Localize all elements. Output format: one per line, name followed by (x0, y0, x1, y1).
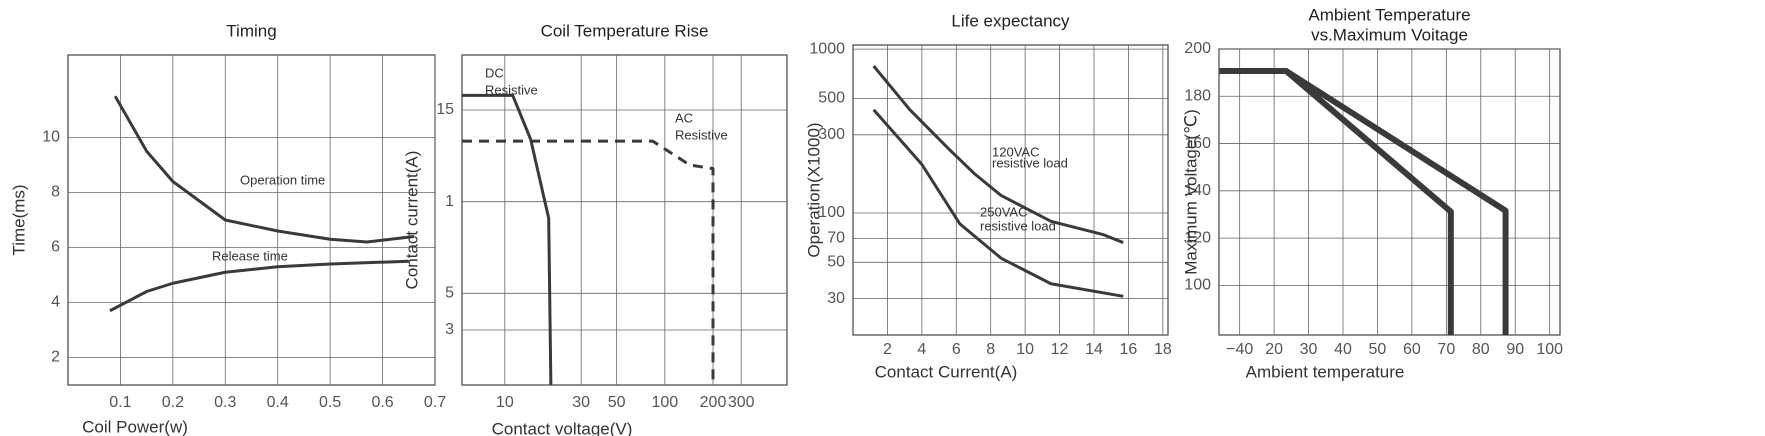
x-tick-label: 8 (986, 341, 995, 358)
series-label: resistive load (992, 155, 1068, 170)
y-tick-label: 140 (1184, 182, 1211, 199)
x-tick-label: 6 (952, 341, 961, 358)
x-tick-label: 4 (917, 341, 926, 358)
y-tick-label: 120 (1184, 229, 1211, 246)
series-line (462, 139, 715, 385)
series-label: Operation time (240, 172, 325, 187)
series-label: Resistive (485, 82, 538, 97)
series-line (872, 65, 1124, 244)
x-axis-label: Contact voltage(V) (492, 419, 633, 436)
y-tick-label: 500 (818, 90, 845, 107)
y-tick-label: 180 (1184, 87, 1211, 104)
x-tick-label: 10 (1016, 341, 1034, 358)
x-tick-label: 70 (1437, 341, 1455, 358)
y-tick-label: 300 (818, 126, 845, 143)
y-axis-label: Operation(X1000) (804, 122, 823, 257)
y-axis-label: Time(ms) (9, 184, 28, 255)
series-line (462, 93, 553, 386)
y-tick-label: 3 (445, 321, 454, 338)
chart-title: Timing (226, 21, 276, 40)
series-line (1219, 67, 1454, 335)
series-line (872, 108, 1124, 298)
x-tick-label: 90 (1506, 341, 1524, 358)
y-tick-label: 100 (818, 204, 845, 221)
chart-title: Coil Temperature Rise (541, 21, 709, 40)
x-tick-label: 0.3 (214, 394, 236, 411)
y-axis-label: Maximum Voltage(℃) (1181, 109, 1200, 275)
y-tick-label: 50 (827, 254, 845, 271)
series-label: AC (675, 110, 693, 125)
x-tick-label: 200 (700, 394, 727, 411)
x-tick-label: 16 (1120, 341, 1138, 358)
x-tick-label: 80 (1472, 341, 1490, 358)
x-tick-label: 2 (883, 341, 892, 358)
y-tick-label: 1000 (809, 40, 845, 57)
x-tick-label: 300 (728, 394, 755, 411)
y-tick-label: 6 (51, 239, 60, 256)
chart-title: Ambient Temperature (1308, 5, 1470, 24)
x-tick-label: 0.7 (424, 394, 446, 411)
series-label: 120VAC (992, 144, 1039, 159)
series-label: 250VAC (980, 204, 1027, 219)
x-tick-label: 20 (1265, 341, 1283, 358)
y-tick-label: 15 (436, 101, 454, 118)
y-tick-label: 4 (51, 294, 60, 311)
y-tick-label: 5 (445, 285, 454, 302)
series-label: DC (485, 65, 504, 80)
series-line (113, 95, 415, 244)
plot-frame (852, 44, 1169, 336)
y-tick-label: 10 (42, 129, 60, 146)
chart-title: vs.Maximum Voitage (1311, 25, 1468, 44)
x-axis-label: Contact Current(A) (875, 362, 1018, 381)
x-tick-label: 0.1 (109, 394, 131, 411)
y-tick-label: 2 (51, 349, 60, 366)
y-tick-label: 160 (1184, 135, 1211, 152)
series-label: Resistive (675, 127, 728, 142)
x-tick-label: 30 (572, 394, 590, 411)
x-tick-label: 10 (496, 394, 514, 411)
x-tick-label: 0.5 (319, 394, 341, 411)
y-tick-label: 100 (1184, 277, 1211, 294)
chart-title: Life expectancy (951, 11, 1070, 30)
series-line (109, 259, 409, 313)
y-tick-label: 30 (827, 290, 845, 307)
x-axis-label: Ambient temperature (1246, 362, 1405, 381)
series-line (1219, 67, 1509, 335)
plot-frame (1218, 48, 1561, 336)
x-tick-label: 40 (1334, 341, 1352, 358)
plot-frame (461, 54, 788, 386)
x-tick-label: 18 (1154, 341, 1172, 358)
y-tick-label: 70 (827, 230, 845, 247)
x-tick-label: 14 (1085, 341, 1103, 358)
x-tick-label: −40 (1226, 341, 1253, 358)
x-tick-label: 12 (1051, 341, 1069, 358)
y-tick-label: 1 (445, 193, 454, 210)
x-axis-label: Coil Power(w) (82, 417, 188, 436)
x-tick-label: 100 (651, 394, 678, 411)
x-tick-label: 0.2 (162, 394, 184, 411)
x-tick-label: 0.4 (267, 394, 289, 411)
plot-frame (67, 54, 436, 386)
x-tick-label: 0.6 (371, 394, 393, 411)
y-axis-label: Contact current(A) (402, 151, 421, 290)
y-tick-label: 8 (51, 184, 60, 201)
x-tick-label: 30 (1300, 341, 1318, 358)
x-tick-label: 60 (1403, 341, 1421, 358)
series-label: Release time (212, 248, 288, 263)
y-tick-label: 200 (1184, 40, 1211, 57)
x-tick-label: 50 (608, 394, 626, 411)
series-label: resistive load (980, 218, 1056, 233)
x-tick-label: 100 (1536, 341, 1563, 358)
x-tick-label: 50 (1369, 341, 1387, 358)
